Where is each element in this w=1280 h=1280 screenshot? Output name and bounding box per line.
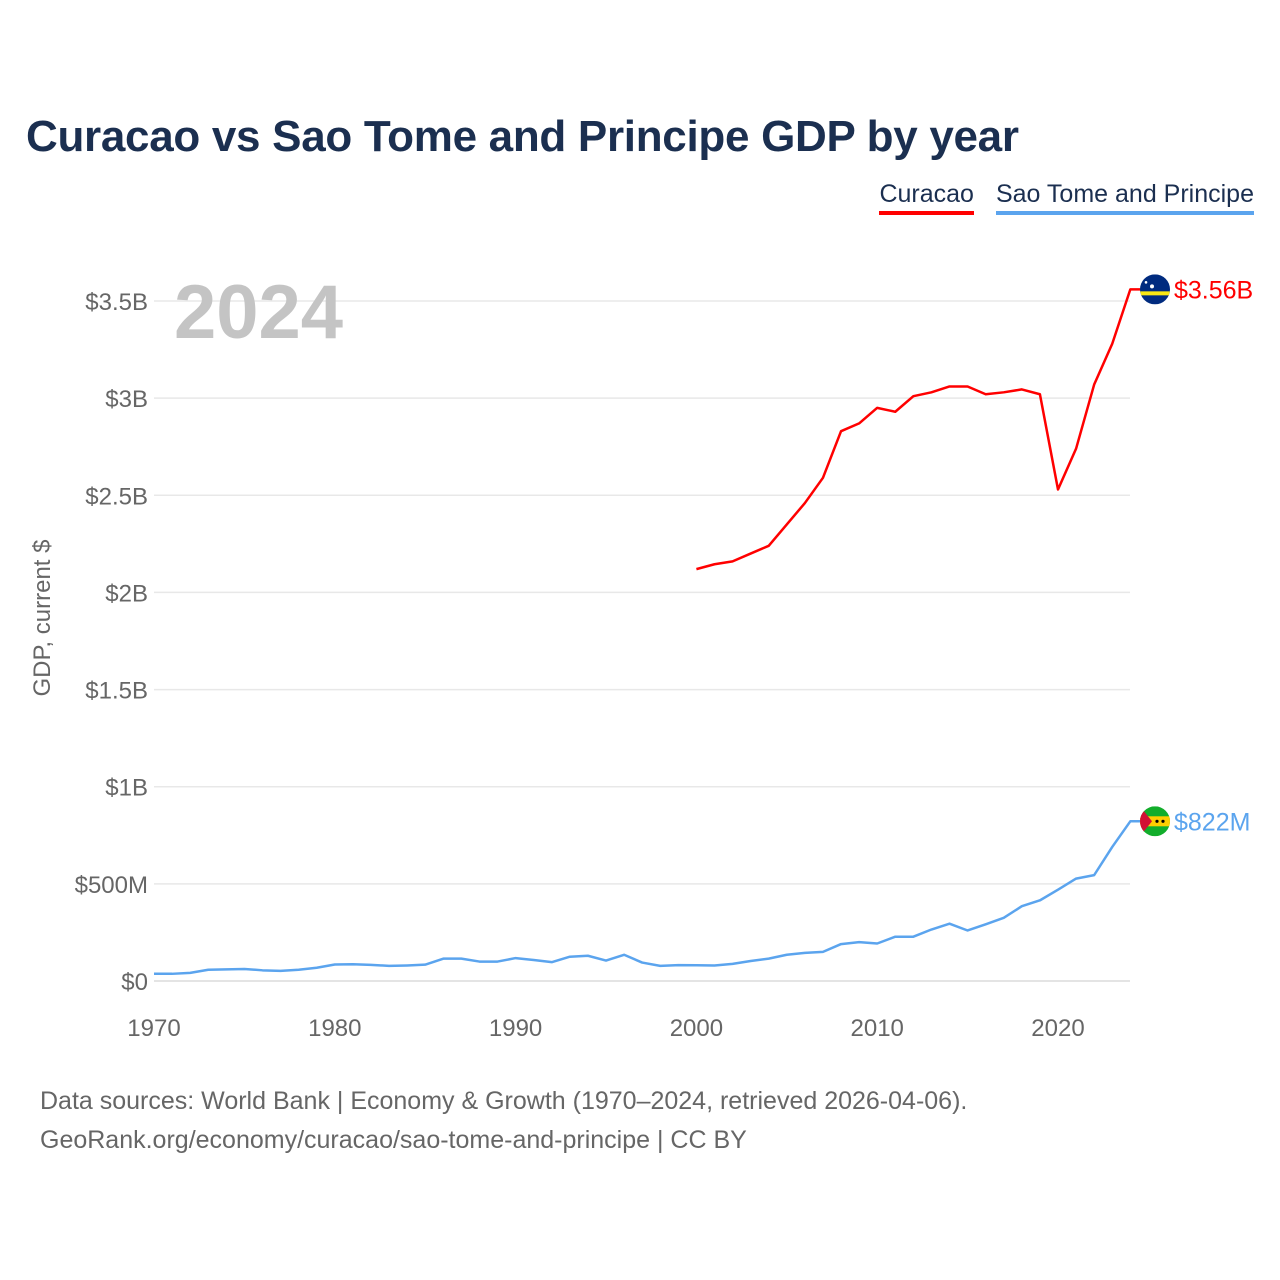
flag-star (1144, 281, 1148, 284)
footer: Data sources: World Bank | Economy & Gro… (40, 1082, 967, 1160)
flag-stripe (1140, 816, 1170, 827)
y-tick-label: $3.5B (85, 289, 148, 316)
y-tick-label: $2.5B (85, 483, 148, 510)
y-tick-label: $3B (105, 386, 148, 413)
flag-field (1140, 274, 1170, 305)
y-tick-label: $500M (75, 872, 148, 899)
x-tick-label: 1970 (127, 1015, 180, 1042)
sao-tome-flag-icon (1140, 806, 1170, 837)
end-value-label: $822M (1174, 808, 1250, 836)
flag-triangle (1140, 806, 1152, 837)
y-axis-label: GDP, current $ (29, 540, 56, 697)
y-tick-label: $2B (105, 580, 148, 607)
flag-star (1150, 284, 1154, 289)
data-sources: Data sources: World Bank | Economy & Gro… (40, 1087, 968, 1115)
flag-stripe (1140, 291, 1170, 296)
x-tick-label: 2010 (851, 1015, 904, 1042)
legend: Curacao Sao Tome and Principe (879, 180, 1254, 215)
flag-body (1140, 806, 1170, 837)
flag-star (1155, 819, 1159, 823)
flag-body (1140, 274, 1170, 305)
year-watermark: 2024 (174, 270, 343, 355)
y-tick-label: $1B (105, 775, 148, 802)
chart-title: Curacao vs Sao Tome and Principe GDP by … (26, 112, 1019, 161)
line-chart: $0 $500M $1B $1.5B $2B $2.5B $3B $3.5B 1970 1980 1… (29, 270, 1253, 1042)
x-tick-label: 2000 (670, 1015, 723, 1042)
series-line-0 (696, 288, 1141, 571)
legend-item-sao-tome-and-principe[interactable]: Sao Tome and Principe (995, 180, 1254, 215)
legend-item-curacao[interactable]: Curacao (879, 180, 974, 215)
curacao-flag-icon (1140, 274, 1170, 305)
series-line-1 (154, 820, 1141, 976)
end-value-label: $3.56B (1174, 276, 1253, 304)
x-tick-label: 2020 (1031, 1015, 1084, 1042)
flag-star (1161, 819, 1165, 823)
x-tick-label: 1980 (308, 1015, 361, 1042)
x-tick-label: 1990 (489, 1015, 542, 1042)
source-link[interactable]: GeoRank.org/economy/curacao/sao-tome-and… (40, 1126, 747, 1154)
y-tick-label: $1.5B (85, 678, 148, 705)
y-tick-label: $0 (121, 969, 148, 996)
